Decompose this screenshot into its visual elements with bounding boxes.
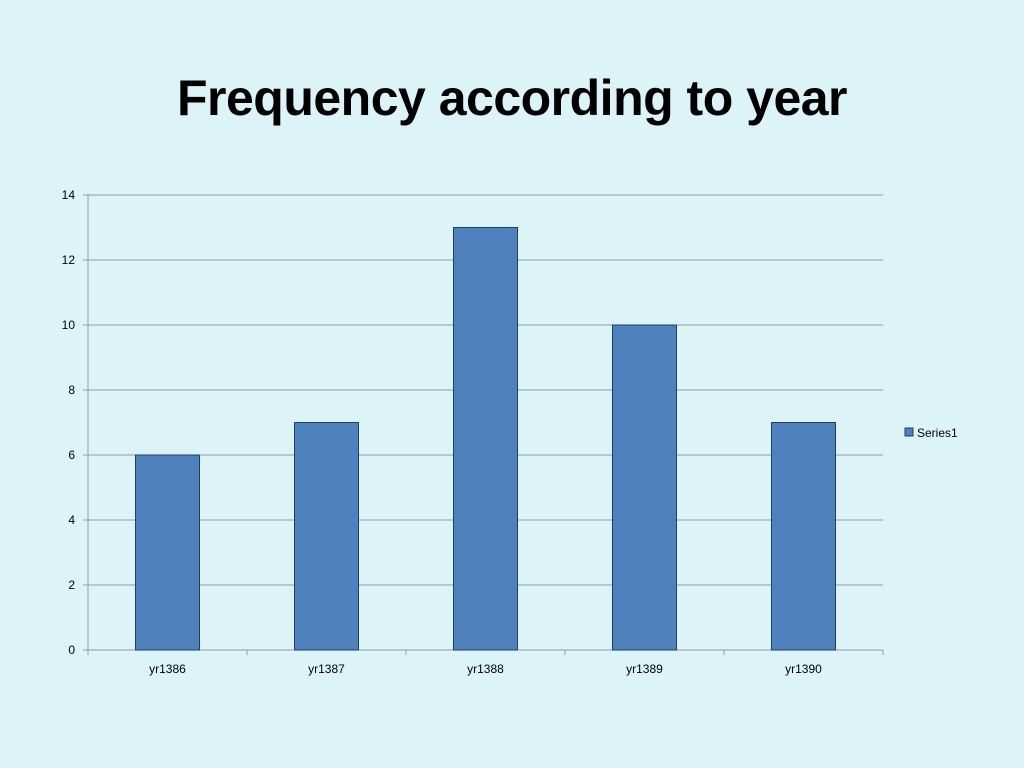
x-tick-label: yr1386 xyxy=(149,662,186,676)
y-tick-label: 12 xyxy=(62,253,76,267)
bar-yr1388 xyxy=(453,227,518,651)
x-tick-label: yr1388 xyxy=(467,662,504,676)
bars xyxy=(135,227,836,651)
legend-swatch xyxy=(904,427,914,437)
y-tick-label: 8 xyxy=(68,383,75,397)
y-tick-label: 14 xyxy=(62,188,76,202)
bar-yr1387 xyxy=(294,422,359,651)
legend-label: Series1 xyxy=(917,426,958,440)
slide-title: Frequency according to year xyxy=(176,70,848,126)
y-tick-label: 0 xyxy=(68,643,75,657)
bar-yr1386 xyxy=(135,454,200,651)
bar-yr1390 xyxy=(771,422,836,651)
x-tick-label: yr1389 xyxy=(626,662,663,676)
x-tick-label: yr1390 xyxy=(785,662,822,676)
bar-yr1389 xyxy=(612,324,677,651)
y-tick-label: 10 xyxy=(62,318,76,332)
legend: Series1 xyxy=(904,426,958,440)
y-tick-label: 6 xyxy=(68,448,75,462)
y-tick-labels: 0 2 4 6 8 10 12 14 xyxy=(62,188,76,657)
y-tick-label: 2 xyxy=(68,578,75,592)
x-tick-labels: yr1386 yr1387 yr1388 yr1389 yr1390 xyxy=(149,662,822,676)
y-tick-label: 4 xyxy=(68,513,75,527)
x-tick-label: yr1387 xyxy=(308,662,345,676)
